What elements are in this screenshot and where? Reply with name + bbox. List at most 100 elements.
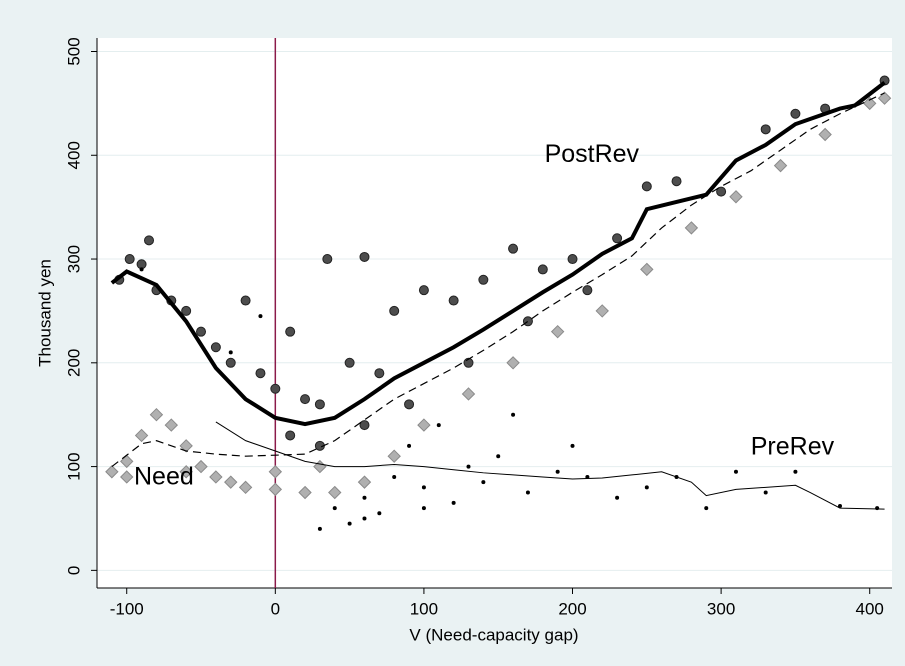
prerev-point <box>228 350 233 355</box>
postrev-point <box>582 285 593 296</box>
need-point <box>224 475 238 489</box>
need-point <box>387 449 401 463</box>
need-point <box>328 485 342 500</box>
postrev-point <box>359 251 370 262</box>
prerev-point <box>733 469 738 474</box>
prerev-point <box>466 464 471 469</box>
annotation: PostRev <box>545 140 640 168</box>
need-point <box>773 158 788 173</box>
y-tick-label: 0 <box>64 566 83 575</box>
prerev-point <box>421 506 426 511</box>
y-tick-label: 300 <box>64 245 83 273</box>
y-tick-label: 400 <box>64 141 83 169</box>
prerev-line <box>215 421 885 510</box>
postrev-point <box>344 357 355 368</box>
need-point <box>417 418 431 432</box>
need-point <box>268 482 283 497</box>
prerev-point <box>511 412 516 417</box>
postrev-point <box>567 254 578 265</box>
postrev-point <box>144 235 155 246</box>
prerev-point <box>644 485 649 490</box>
prerev-point <box>451 500 456 505</box>
need-point <box>238 480 253 495</box>
need-point <box>550 324 565 339</box>
postrev-point <box>285 430 296 441</box>
plot-area <box>97 38 892 588</box>
prerev-point <box>570 443 575 448</box>
need-point <box>105 465 119 479</box>
postrev-point <box>790 108 801 119</box>
prerev-point <box>555 469 560 474</box>
prerev-point <box>615 495 620 500</box>
x-tick-label: -100 <box>110 599 144 618</box>
need-point <box>640 262 654 277</box>
need-point <box>209 470 223 484</box>
postrev-point <box>478 274 489 285</box>
postrev-point <box>389 305 400 316</box>
postrev-point <box>760 124 771 135</box>
y-axis-title: Thousand yen <box>35 259 54 367</box>
x-axis-title: V (Need-capacity gap) <box>409 625 578 644</box>
prerev-point <box>362 516 367 521</box>
y-tick-label: 500 <box>64 37 83 65</box>
postrev-point <box>448 295 459 306</box>
need-point <box>729 190 743 204</box>
x-tick-label: 300 <box>707 599 735 618</box>
need-point <box>461 387 476 401</box>
prerev-point <box>875 506 880 511</box>
need-point <box>268 465 283 479</box>
postrev-point <box>255 368 266 379</box>
need-point <box>298 485 312 500</box>
postrev-point <box>196 326 207 337</box>
annotation: Need <box>134 463 194 491</box>
postrev-line <box>110 81 886 427</box>
prerev-point <box>763 490 768 495</box>
annotation: PreRev <box>751 433 835 461</box>
postrev-point <box>671 176 682 187</box>
prerev-point <box>392 474 397 479</box>
prerev-point <box>481 480 486 485</box>
prerev-point <box>421 485 426 490</box>
postrev-point <box>285 326 296 337</box>
need-point <box>357 475 372 489</box>
postrev-point <box>508 243 519 254</box>
prerev-point <box>407 443 412 448</box>
postrev-point <box>136 259 147 270</box>
postrev-point <box>181 305 192 316</box>
prerev-point <box>317 526 322 531</box>
postrev-point <box>374 368 385 379</box>
postrev-point <box>210 342 221 353</box>
prerev-point <box>258 314 263 319</box>
postrev-point <box>716 186 727 197</box>
postrev-point <box>537 264 548 275</box>
need-point <box>877 91 892 105</box>
need-point <box>149 407 164 422</box>
postrev-point <box>404 399 415 410</box>
x-tick-label: 0 <box>271 599 280 618</box>
need-point <box>179 439 193 453</box>
postrev-point <box>300 394 311 405</box>
need-point <box>120 454 134 469</box>
prerev-point <box>793 469 798 474</box>
need-point <box>595 304 609 318</box>
postrev-point <box>124 254 135 265</box>
prerev-point <box>704 506 709 511</box>
postrev-point <box>225 357 236 368</box>
x-tick-label: 400 <box>856 599 884 618</box>
prerev-point <box>525 490 530 495</box>
need-point <box>818 127 832 142</box>
prerev-point <box>377 511 382 516</box>
y-tick-label: 200 <box>64 349 83 377</box>
postrev-point <box>418 285 429 296</box>
postrev-point <box>359 420 370 431</box>
need-line <box>111 92 885 468</box>
prerev-point <box>347 521 352 526</box>
x-tick-label: 200 <box>558 599 586 618</box>
postrev-point <box>641 181 652 192</box>
postrev-point <box>612 233 623 244</box>
need-point <box>134 428 149 443</box>
need-point <box>179 465 193 479</box>
prerev-point <box>585 474 590 479</box>
postrev-point <box>240 295 251 306</box>
